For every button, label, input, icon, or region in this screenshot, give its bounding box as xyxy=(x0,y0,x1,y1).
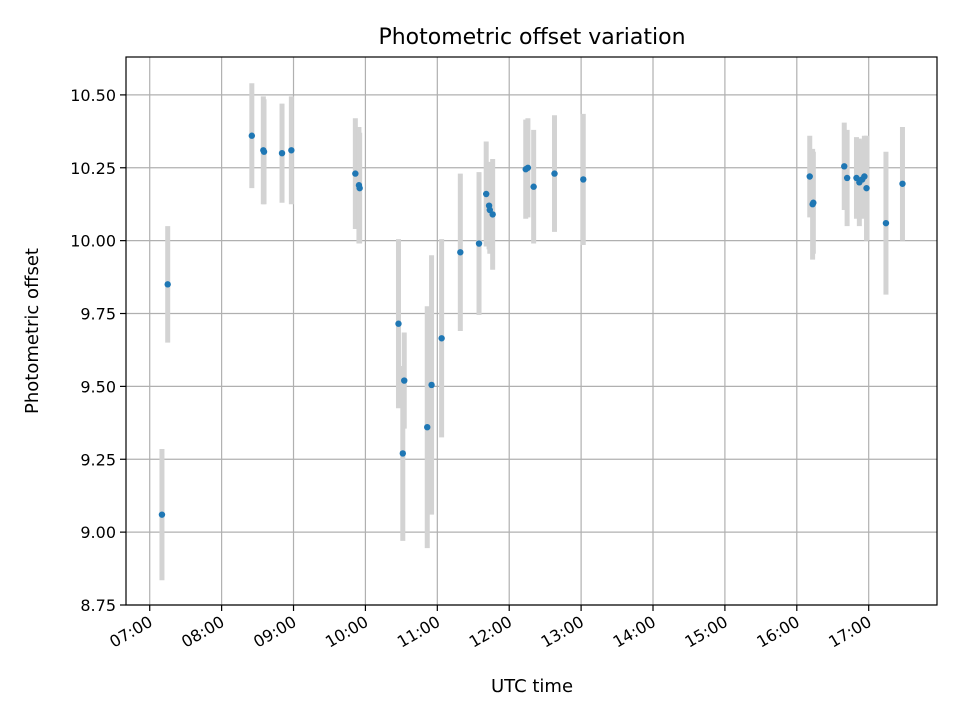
y-tick-label: 9.00 xyxy=(80,523,116,542)
data-point xyxy=(841,163,848,170)
y-axis-label: Photometric offset xyxy=(22,248,43,414)
x-axis-label: UTC time xyxy=(491,676,573,697)
data-point xyxy=(580,176,587,183)
data-point xyxy=(401,377,408,384)
data-point xyxy=(260,148,268,155)
data-point xyxy=(457,249,464,256)
data-point xyxy=(843,174,851,182)
data-point xyxy=(399,450,407,457)
data-point xyxy=(438,335,445,342)
data-point xyxy=(551,170,558,177)
y-tick-label: 9.75 xyxy=(80,305,116,324)
data-point xyxy=(248,132,256,139)
data-point xyxy=(424,423,431,431)
plot-frame xyxy=(125,56,938,606)
data-point xyxy=(810,199,817,206)
data-point xyxy=(475,240,483,247)
data-point xyxy=(428,381,435,389)
data-points xyxy=(158,132,906,518)
data-point xyxy=(489,211,496,218)
data-point xyxy=(483,190,490,198)
y-tick-label: 9.25 xyxy=(80,450,116,469)
data-point xyxy=(395,320,402,327)
y-tick-label: 10.50 xyxy=(70,86,116,105)
data-point xyxy=(530,183,537,190)
data-point xyxy=(524,164,532,171)
data-point xyxy=(861,173,868,180)
y-tick-label: 8.75 xyxy=(80,596,116,615)
chart-title: Photometric offset variation xyxy=(378,25,685,50)
y-tick-label: 10.25 xyxy=(70,159,116,178)
y-tick-label: 10.00 xyxy=(70,232,116,251)
data-point xyxy=(278,149,286,157)
data-point xyxy=(882,219,890,227)
data-point xyxy=(806,173,813,180)
data-point xyxy=(356,184,363,192)
data-point xyxy=(158,511,166,518)
y-tick-label: 9.50 xyxy=(80,377,116,396)
data-point xyxy=(164,281,171,288)
data-point xyxy=(863,184,870,192)
y-axis-ticks: 8.75 9.00 9.25 9.50 9.75 10.00 10.25 10.50 xyxy=(70,86,126,615)
data-point xyxy=(288,147,295,154)
data-point xyxy=(899,180,906,187)
data-point xyxy=(352,170,359,177)
